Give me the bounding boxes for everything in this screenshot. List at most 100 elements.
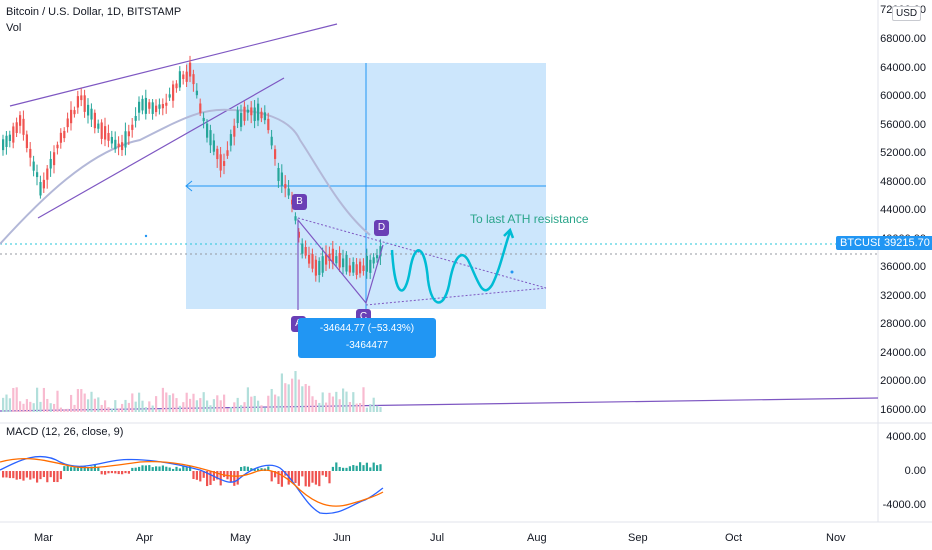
volume-bar [352, 392, 355, 412]
volume-bar [328, 392, 331, 412]
candle-body [165, 102, 168, 106]
volume-bar [365, 407, 368, 412]
macd-histogram-bar [308, 471, 311, 487]
candle-body [66, 118, 69, 128]
candle-body [304, 247, 307, 256]
time-label: Jun [333, 532, 351, 544]
candle-body [216, 148, 219, 160]
volume-bar [314, 399, 317, 412]
macd-histogram-bar [127, 471, 130, 474]
point-d-label[interactable]: D [374, 220, 389, 236]
macd-histogram-bar [110, 471, 113, 474]
volume-bar [151, 405, 154, 412]
macd-histogram-bar [32, 471, 35, 479]
macd-histogram-bar [294, 471, 297, 484]
macd-histogram-bar [372, 462, 375, 471]
price-label: 52000.00 [880, 147, 926, 159]
candle-body [25, 134, 28, 149]
macd-histogram-bar [325, 471, 328, 477]
macd-histogram-bar [117, 471, 120, 475]
volume-bar [321, 392, 324, 412]
volume-bar [236, 397, 239, 412]
volume-bar [178, 405, 181, 412]
candle-body [274, 149, 277, 159]
volume-bar [97, 397, 100, 412]
volume-bar [155, 396, 158, 412]
macd-histogram-bar [121, 471, 124, 475]
candle-body [311, 254, 314, 269]
candle-body [93, 112, 96, 129]
candle-body [260, 111, 263, 119]
candle-body [161, 104, 164, 109]
volume-bar [301, 386, 304, 412]
candle-body [107, 132, 110, 141]
symbol-tag: BTCUSD [836, 236, 890, 250]
macd-histogram-bar [168, 467, 171, 471]
macd-histogram-bar [352, 465, 355, 471]
candle-body [141, 98, 144, 111]
volume-bar [59, 407, 62, 412]
candle-body [124, 131, 127, 148]
volume-bar [131, 393, 134, 412]
volume-bar [46, 398, 49, 412]
macd-histogram-bar [202, 471, 205, 478]
volume-bar [32, 403, 35, 412]
candle-body [352, 262, 355, 273]
macd-histogram-bar [97, 467, 100, 471]
candle-body [172, 84, 175, 101]
volume-bar [121, 403, 124, 412]
volume-bar [36, 387, 39, 412]
candle-body [308, 254, 311, 264]
volume-bar [83, 393, 86, 412]
macd-histogram-bar [124, 471, 127, 474]
projection-dot [510, 270, 514, 274]
macd-histogram-bar [311, 471, 314, 483]
currency-button[interactable]: USD [892, 6, 922, 21]
macd-histogram-bar [53, 471, 56, 482]
volume-bar [70, 394, 73, 412]
volume-bar [318, 402, 321, 412]
macd-histogram-bar [223, 471, 226, 478]
macd-histogram-bar [107, 471, 110, 474]
price-label: 28000.00 [880, 318, 926, 330]
volume-bar [206, 400, 209, 412]
candle-body [284, 183, 287, 189]
volume-bar [331, 396, 334, 412]
macd-histogram-bar [155, 466, 158, 471]
candle-body [236, 110, 239, 124]
candle-body [134, 115, 137, 121]
macd-histogram-bar [134, 467, 137, 471]
volume-bar [56, 390, 59, 412]
volume-bar [369, 404, 372, 412]
macd-histogram-bar [267, 466, 270, 471]
macd-histogram-bar [321, 471, 324, 476]
candle-body [331, 248, 334, 264]
volume-bar [42, 387, 45, 412]
candle-body [345, 254, 348, 272]
volume-bar [104, 400, 107, 412]
volume-bar [114, 400, 117, 412]
measure-bars-text: -112 bars, -112d [331, 359, 403, 370]
candle-body [8, 134, 11, 141]
candle-body [277, 167, 280, 181]
time-label: Aug [527, 532, 547, 544]
volume-bar [5, 394, 8, 412]
candle-body [178, 71, 181, 88]
macd-histogram-bar [379, 464, 382, 471]
macd-histogram-bar [151, 467, 154, 471]
volume-bar [250, 396, 253, 412]
volume-bar [342, 388, 345, 412]
volume-bar [63, 408, 66, 412]
point-b-label[interactable]: B [292, 194, 307, 210]
marker-dot [144, 234, 148, 238]
volume-bar [175, 398, 178, 412]
volume-bar [19, 401, 22, 412]
volume-bar [80, 389, 83, 412]
volume-bar [124, 399, 127, 412]
candle-body [2, 139, 5, 151]
candle-body [127, 131, 130, 137]
ath-annotation[interactable]: To last ATH resistance [470, 212, 589, 226]
candle-body [110, 136, 113, 144]
